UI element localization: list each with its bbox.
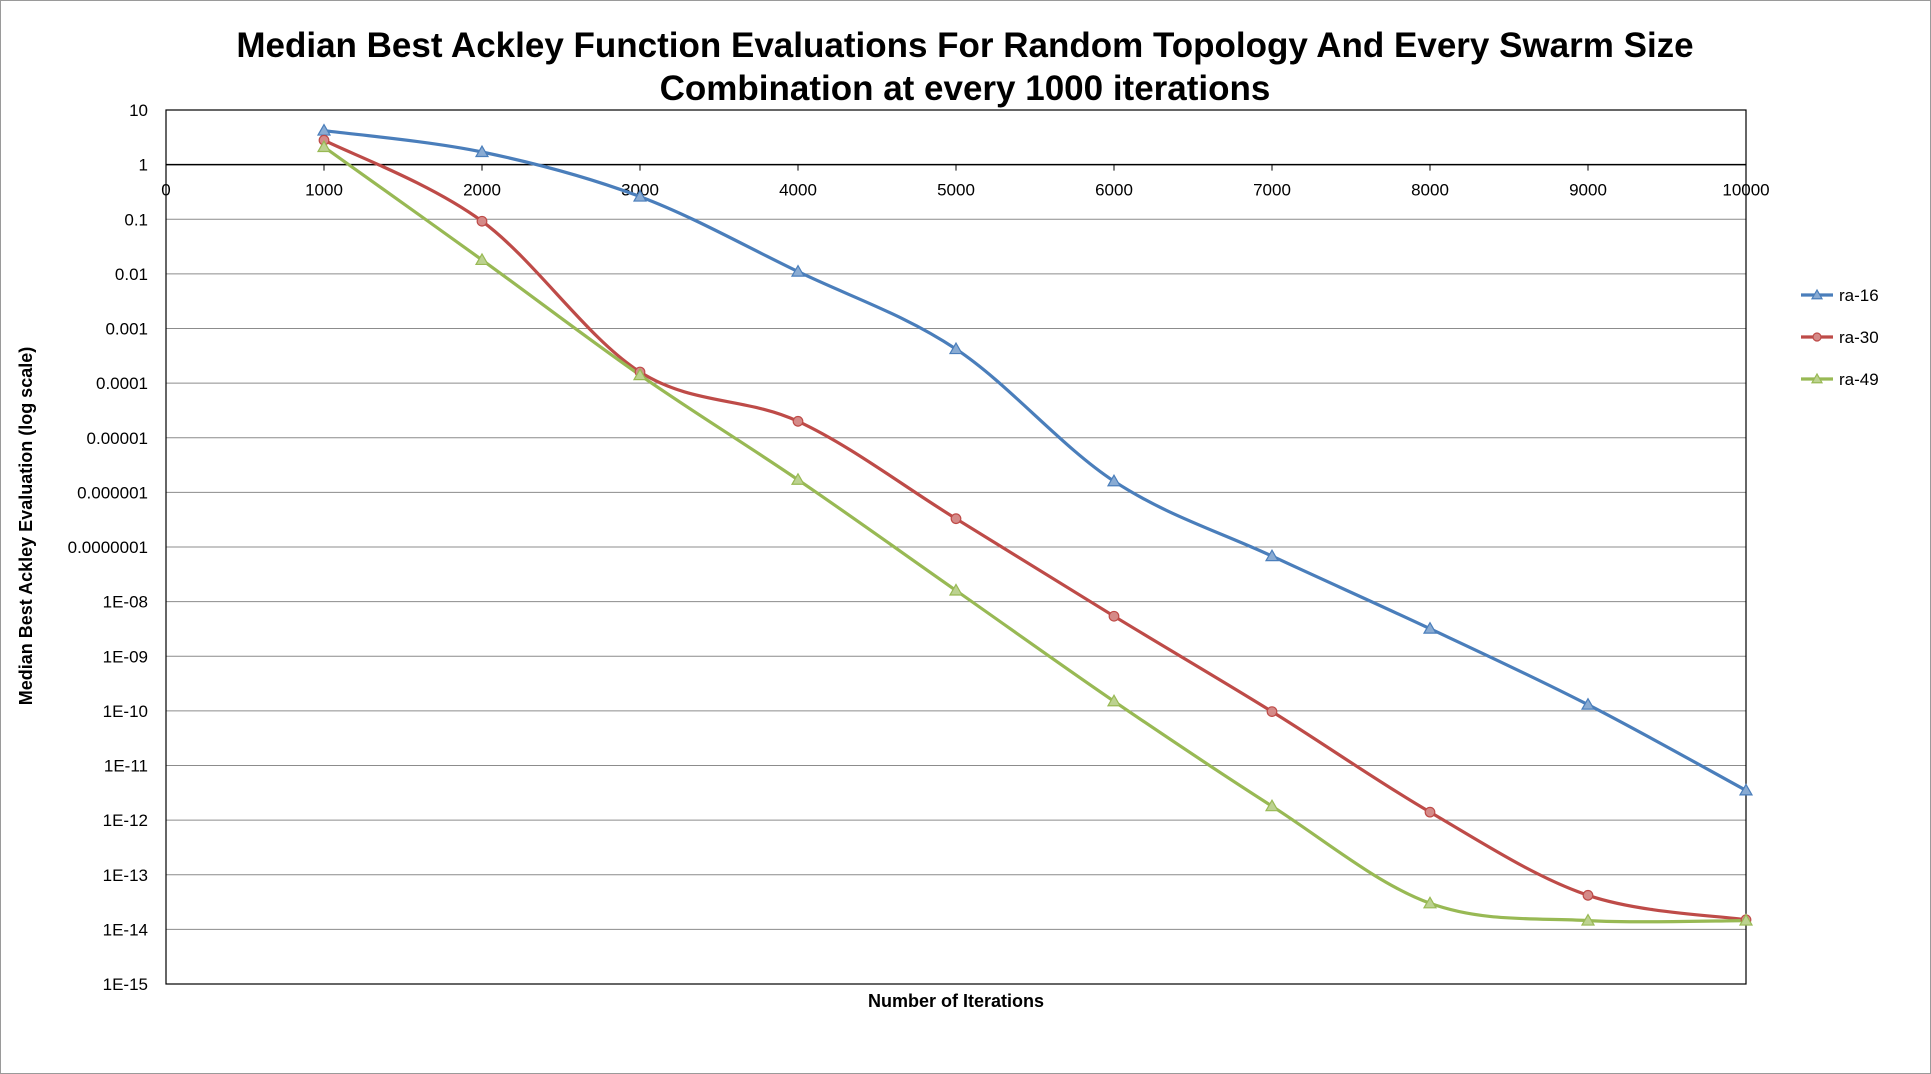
x-tick-label: 9000 [1569, 181, 1607, 200]
legend-marker-ra-16 [1810, 288, 1824, 300]
data-point-ra-49 [632, 367, 648, 381]
y-tick-label: 1E-11 [104, 757, 148, 776]
gridlines [166, 164, 1746, 930]
y-tick-label: 0.0000001 [68, 538, 148, 557]
legend: ra-16 ra-30 ra-49 [1801, 286, 1879, 389]
y-tick-label: 1 [139, 156, 148, 175]
data-point-ra-49 [790, 472, 806, 485]
x-tick-label: 10000 [1722, 181, 1769, 200]
legend-marker-ra-49 [1810, 372, 1824, 384]
x-tick-label: 2000 [463, 181, 501, 200]
data-point-ra-16 [1422, 621, 1438, 634]
data-point-ra-16 [1264, 548, 1280, 562]
data-point-ra-30 [1108, 610, 1120, 622]
legend-label-ra-49: ra-49 [1839, 370, 1879, 389]
data-point-ra-49 [1580, 913, 1596, 926]
y-tick-label: 0.000001 [77, 483, 148, 502]
data-point-ra-30 [476, 215, 488, 227]
chart-title-line-1: Median Best Ackley Function Evaluations … [236, 26, 1693, 65]
data-point-ra-16 [948, 341, 964, 355]
data-point-ra-49 [948, 583, 964, 596]
y-axis-label: Median Best Ackley Evaluation (log scale… [16, 347, 36, 705]
data-point-ra-30 [1266, 706, 1278, 717]
data-point-ra-16 [1580, 697, 1596, 710]
x-tick-label: 7000 [1253, 181, 1291, 200]
x-tick-label: 5000 [937, 181, 975, 200]
y-tick-label: 1E-13 [103, 866, 148, 885]
data-point-ra-16 [1738, 783, 1754, 796]
axes: 10 1 0.1 0.01 0.001 0.0001 0.00001 0.000001 0.00… [68, 101, 1770, 994]
data-point-ra-30 [1582, 889, 1594, 901]
y-tick-label: 0.01 [115, 265, 148, 284]
y-tick-label: 1E-15 [103, 975, 148, 994]
y-tick-label: 1E-08 [103, 593, 148, 612]
y-tick-label: 0.0001 [96, 374, 148, 393]
series-line-ra-30 [323, 138, 1747, 922]
data-point-ra-49 [1264, 798, 1280, 812]
plot-border [165, 109, 1747, 985]
data-point-ra-49 [1422, 896, 1438, 909]
legend-label-ra-16: ra-16 [1839, 286, 1879, 305]
data-point-ra-16 [790, 264, 806, 277]
series-line-ra-16 [323, 129, 1747, 792]
chart-title-line-2: Combination at every 1000 iterations [660, 69, 1271, 108]
x-tick-label: 4000 [779, 181, 817, 200]
y-tick-label: 0.00001 [87, 429, 148, 448]
legend-marker-ra-30 [1812, 332, 1822, 342]
legend-label-ra-30: ra-30 [1839, 328, 1879, 347]
data-point-ra-16 [474, 144, 490, 158]
data-point-ra-49 [474, 252, 490, 266]
y-tick-label: 0.1 [124, 210, 148, 229]
y-tick-label: 1E-12 [103, 811, 148, 830]
data-point-ra-30 [792, 415, 804, 427]
data-point-ra-49 [1738, 913, 1754, 926]
data-point-ra-16 [632, 189, 648, 202]
y-tick-label: 1E-10 [103, 702, 148, 721]
y-tick-label: 10 [129, 101, 148, 120]
data-point-ra-30 [1424, 806, 1436, 818]
series-line-ra-49 [323, 145, 1747, 924]
series-group [323, 129, 1747, 924]
x-tick-label: 0 [161, 181, 170, 200]
data-point-ra-16 [1106, 474, 1122, 487]
data-point-ra-30 [950, 513, 962, 525]
y-tick-label: 1E-09 [103, 647, 148, 666]
y-tick-label: 0.001 [105, 320, 148, 339]
x-tick-label: 1000 [305, 181, 343, 200]
x-tick-label: 6000 [1095, 181, 1133, 200]
data-point-ra-49 [316, 139, 332, 153]
y-tick-label: 1E-14 [103, 920, 148, 939]
markers-group [316, 123, 1754, 926]
x-axis-label: Number of Iterations [868, 991, 1044, 1011]
x-tick-label: 8000 [1411, 181, 1449, 200]
data-point-ra-49 [1106, 694, 1122, 707]
